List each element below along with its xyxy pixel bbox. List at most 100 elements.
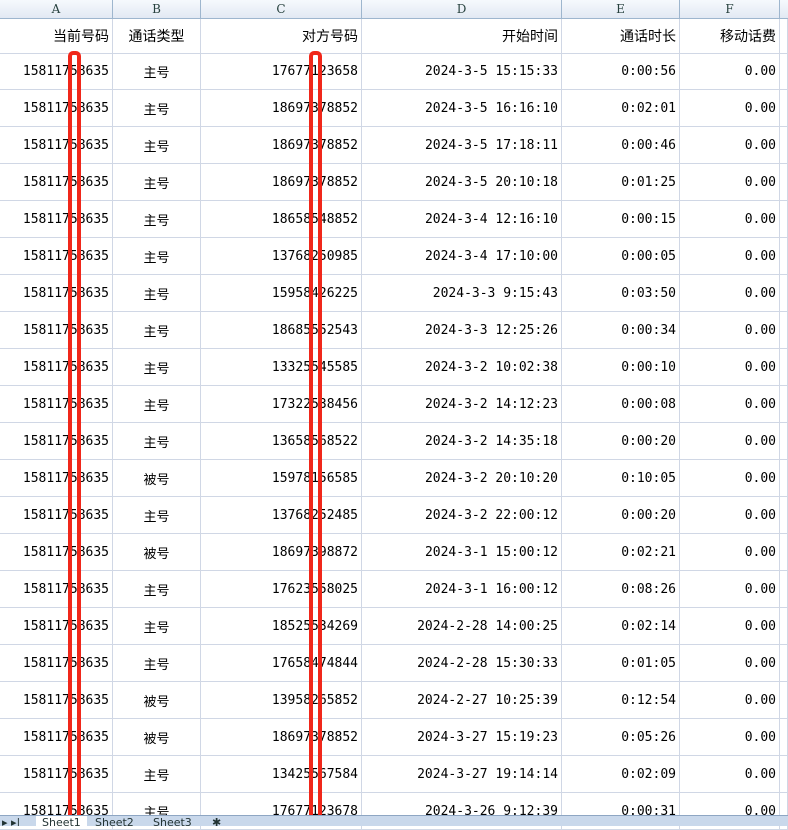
cell-start-time[interactable]: 2024-3-2 10:02:38 xyxy=(362,349,562,385)
cell-charge[interactable]: 0.00 xyxy=(680,386,780,422)
cell-current-number[interactable]: 15811758635 xyxy=(0,608,113,644)
cell-duration[interactable]: 0:00:15 xyxy=(562,201,680,237)
cell-start-time[interactable]: 2024-3-5 17:18:11 xyxy=(362,127,562,163)
cell-duration[interactable]: 0:02:01 xyxy=(562,90,680,126)
cell-duration[interactable]: 0:12:54 xyxy=(562,682,680,718)
cell-empty[interactable] xyxy=(780,645,788,681)
cell-other-number[interactable]: 17322538456 xyxy=(201,386,362,422)
cell-call-type[interactable]: 主号 xyxy=(113,497,201,533)
cell-current-number[interactable]: 15811758635 xyxy=(0,312,113,348)
cell-duration[interactable]: 0:00:08 xyxy=(562,386,680,422)
cell-call-type[interactable]: 主号 xyxy=(113,756,201,792)
cell-current-number[interactable]: 15811758635 xyxy=(0,386,113,422)
cell-other-number[interactable]: 13425567584 xyxy=(201,756,362,792)
cell-start-time[interactable]: 开始时间 xyxy=(362,19,562,53)
cell-other-number[interactable]: 13768250985 xyxy=(201,238,362,274)
cell-charge[interactable]: 0.00 xyxy=(680,756,780,792)
cell-other-number[interactable]: 18697378852 xyxy=(201,127,362,163)
cell-charge[interactable]: 0.00 xyxy=(680,645,780,681)
sheet-tab-3[interactable]: Sheet3 xyxy=(153,816,192,826)
cell-empty[interactable] xyxy=(780,423,788,459)
cell-charge[interactable]: 0.00 xyxy=(680,497,780,533)
cell-duration[interactable]: 0:01:05 xyxy=(562,645,680,681)
cell-current-number[interactable]: 15811758635 xyxy=(0,90,113,126)
cell-other-number[interactable]: 13325545585 xyxy=(201,349,362,385)
cell-duration[interactable]: 0:00:46 xyxy=(562,127,680,163)
cell-duration[interactable]: 通话时长 xyxy=(562,19,680,53)
cell-empty[interactable] xyxy=(780,90,788,126)
cell-duration[interactable]: 0:10:05 xyxy=(562,460,680,496)
cell-current-number[interactable]: 15811758635 xyxy=(0,534,113,570)
cell-other-number[interactable]: 对方号码 xyxy=(201,19,362,53)
cell-call-type[interactable]: 主号 xyxy=(113,608,201,644)
cell-duration[interactable]: 0:00:31 xyxy=(562,793,680,829)
cell-current-number[interactable]: 15811758635 xyxy=(0,275,113,311)
cell-empty[interactable] xyxy=(780,386,788,422)
cell-call-type[interactable]: 主号 xyxy=(113,238,201,274)
column-header-f[interactable]: F xyxy=(680,0,780,18)
cell-start-time[interactable]: 2024-3-3 12:25:26 xyxy=(362,312,562,348)
cell-empty[interactable] xyxy=(780,682,788,718)
cell-empty[interactable] xyxy=(780,201,788,237)
cell-charge[interactable]: 0.00 xyxy=(680,238,780,274)
cell-current-number[interactable]: 15811758635 xyxy=(0,719,113,755)
cell-other-number[interactable]: 18658548852 xyxy=(201,201,362,237)
cell-other-number[interactable]: 13768252485 xyxy=(201,497,362,533)
cell-start-time[interactable]: 2024-3-4 17:10:00 xyxy=(362,238,562,274)
cell-current-number[interactable]: 15811758635 xyxy=(0,238,113,274)
cell-current-number[interactable]: 15811758635 xyxy=(0,645,113,681)
cell-other-number[interactable]: 17623558025 xyxy=(201,571,362,607)
cell-charge[interactable]: 移动话费 xyxy=(680,19,780,53)
cell-empty[interactable] xyxy=(780,349,788,385)
cell-start-time[interactable]: 2024-3-27 15:19:23 xyxy=(362,719,562,755)
cell-start-time[interactable]: 2024-3-2 20:10:20 xyxy=(362,460,562,496)
cell-other-number[interactable]: 18697378852 xyxy=(201,164,362,200)
column-header-d[interactable]: D xyxy=(362,0,562,18)
cell-start-time[interactable]: 2024-3-2 14:35:18 xyxy=(362,423,562,459)
cell-current-number[interactable]: 15811758635 xyxy=(0,756,113,792)
column-header-e[interactable]: E xyxy=(562,0,680,18)
cell-charge[interactable]: 0.00 xyxy=(680,349,780,385)
cell-current-number[interactable]: 15811758635 xyxy=(0,682,113,718)
cell-start-time[interactable]: 2024-2-28 15:30:33 xyxy=(362,645,562,681)
cell-charge[interactable]: 0.00 xyxy=(680,682,780,718)
cell-current-number[interactable]: 15811758635 xyxy=(0,497,113,533)
cell-empty[interactable] xyxy=(780,238,788,274)
cell-empty[interactable] xyxy=(780,460,788,496)
cell-start-time[interactable]: 2024-3-5 16:16:10 xyxy=(362,90,562,126)
cell-duration[interactable]: 0:00:20 xyxy=(562,497,680,533)
cell-start-time[interactable]: 2024-3-2 22:00:12 xyxy=(362,497,562,533)
cell-duration[interactable]: 0:00:20 xyxy=(562,423,680,459)
cell-empty[interactable] xyxy=(780,127,788,163)
cell-other-number[interactable]: 17658474844 xyxy=(201,645,362,681)
cell-current-number[interactable]: 15811758635 xyxy=(0,793,113,829)
cell-start-time[interactable]: 2024-3-1 15:00:12 xyxy=(362,534,562,570)
cell-duration[interactable]: 0:00:34 xyxy=(562,312,680,348)
cell-duration[interactable]: 0:02:21 xyxy=(562,534,680,570)
cell-start-time[interactable]: 2024-3-27 19:14:14 xyxy=(362,756,562,792)
cell-start-time[interactable]: 2024-2-28 14:00:25 xyxy=(362,608,562,644)
cell-other-number[interactable]: 15958426225 xyxy=(201,275,362,311)
cell-duration[interactable]: 0:03:50 xyxy=(562,275,680,311)
cell-empty[interactable] xyxy=(780,608,788,644)
cell-current-number[interactable]: 15811758635 xyxy=(0,460,113,496)
cell-charge[interactable]: 0.00 xyxy=(680,201,780,237)
cell-empty[interactable] xyxy=(780,53,788,89)
cell-empty[interactable] xyxy=(780,312,788,348)
cell-call-type[interactable]: 通话类型 xyxy=(113,19,201,53)
cell-charge[interactable]: 0.00 xyxy=(680,164,780,200)
cell-empty[interactable] xyxy=(780,275,788,311)
cell-charge[interactable]: 0.00 xyxy=(680,608,780,644)
cell-start-time[interactable]: 2024-3-1 16:00:12 xyxy=(362,571,562,607)
cell-duration[interactable]: 0:00:05 xyxy=(562,238,680,274)
cell-charge[interactable]: 0.00 xyxy=(680,312,780,348)
cell-duration[interactable]: 0:01:25 xyxy=(562,164,680,200)
cell-call-type[interactable]: 被号 xyxy=(113,719,201,755)
cell-call-type[interactable]: 被号 xyxy=(113,682,201,718)
cell-start-time[interactable]: 2024-3-5 15:15:33 xyxy=(362,53,562,89)
cell-other-number[interactable]: 18697378852 xyxy=(201,719,362,755)
cell-call-type[interactable]: 主号 xyxy=(113,571,201,607)
cell-current-number[interactable]: 15811758635 xyxy=(0,423,113,459)
cell-empty[interactable] xyxy=(780,534,788,570)
cell-call-type[interactable]: 被号 xyxy=(113,460,201,496)
